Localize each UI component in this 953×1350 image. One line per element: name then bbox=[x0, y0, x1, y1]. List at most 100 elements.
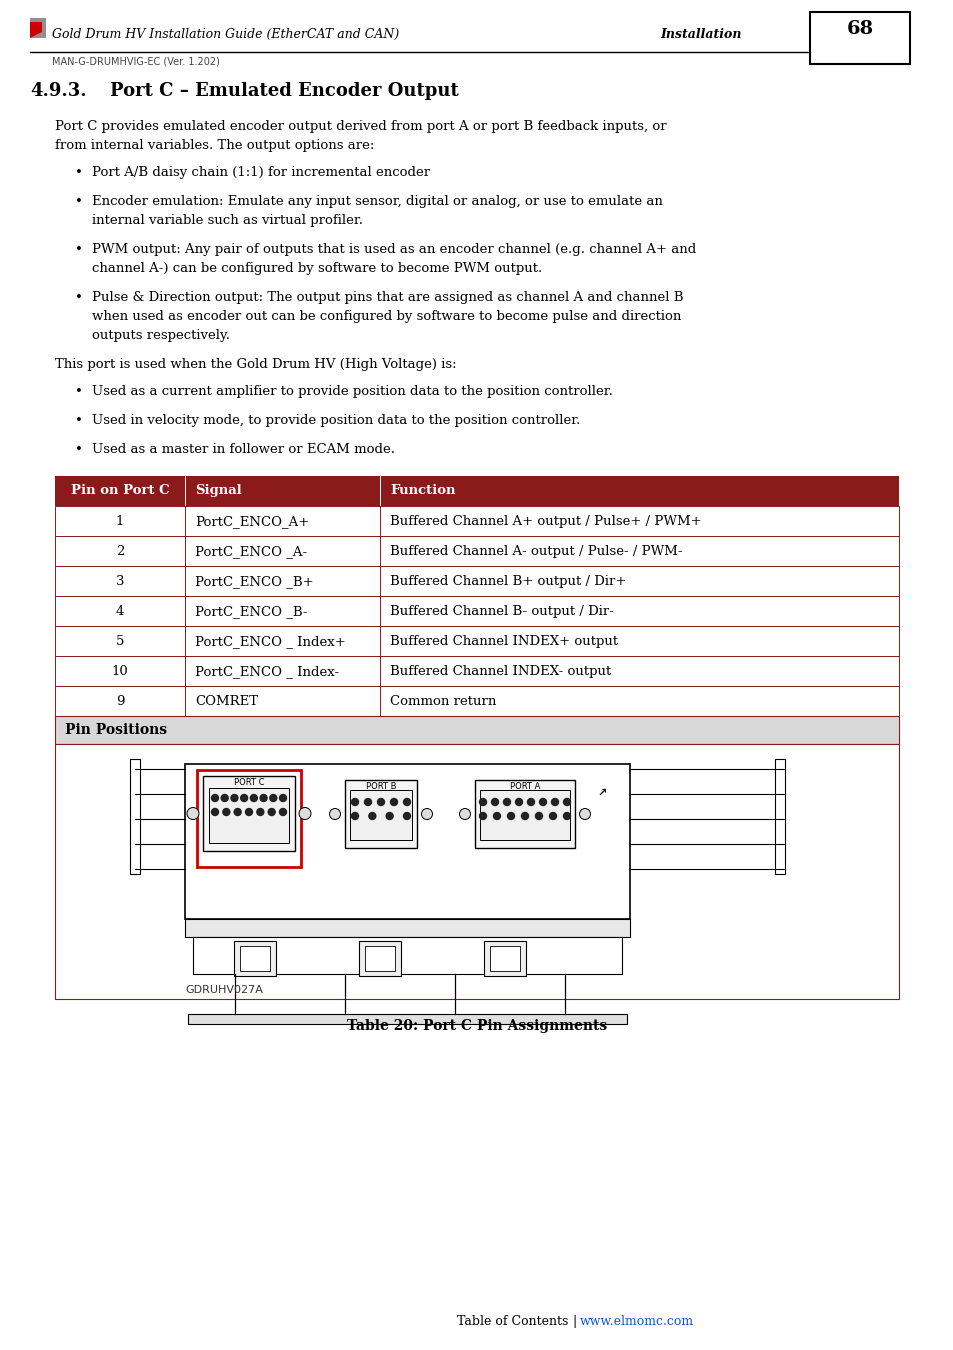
Circle shape bbox=[212, 795, 218, 802]
Circle shape bbox=[240, 795, 248, 802]
Text: from internal variables. The output options are:: from internal variables. The output opti… bbox=[55, 139, 374, 153]
Circle shape bbox=[364, 798, 371, 806]
Text: internal variable such as virtual profiler.: internal variable such as virtual profil… bbox=[91, 215, 363, 227]
Circle shape bbox=[245, 809, 253, 815]
Text: •: • bbox=[75, 166, 83, 180]
Text: Table 20: Port C Pin Assignments: Table 20: Port C Pin Assignments bbox=[347, 1019, 606, 1033]
Text: outputs respectively.: outputs respectively. bbox=[91, 329, 230, 342]
Circle shape bbox=[231, 795, 237, 802]
Circle shape bbox=[369, 813, 375, 819]
Text: PORT C: PORT C bbox=[233, 778, 264, 787]
Circle shape bbox=[329, 809, 340, 819]
Circle shape bbox=[479, 798, 486, 806]
Text: PortC_ENCO _A-: PortC_ENCO _A- bbox=[194, 545, 307, 558]
Bar bbox=[233, 941, 275, 976]
Circle shape bbox=[527, 798, 534, 806]
Bar bbox=[185, 919, 629, 937]
Text: •: • bbox=[75, 243, 83, 256]
Circle shape bbox=[250, 795, 257, 802]
Circle shape bbox=[351, 813, 358, 819]
Text: 2: 2 bbox=[115, 545, 124, 558]
Bar bbox=[809, 12, 909, 63]
Bar bbox=[774, 759, 784, 873]
Text: 3: 3 bbox=[115, 575, 124, 589]
Circle shape bbox=[421, 809, 432, 819]
Text: PortC_ENCO _ Index-: PortC_ENCO _ Index- bbox=[194, 666, 338, 678]
Text: Buffered Channel A+ output / Pulse+ / PWM+: Buffered Channel A+ output / Pulse+ / PW… bbox=[390, 514, 700, 528]
Text: Function: Function bbox=[390, 485, 455, 497]
Text: channel A-) can be configured by software to become PWM output.: channel A-) can be configured by softwar… bbox=[91, 262, 541, 275]
Bar bbox=[240, 946, 270, 971]
Bar bbox=[55, 536, 898, 566]
Bar bbox=[475, 780, 575, 848]
Text: Used in velocity mode, to provide position data to the position controller.: Used in velocity mode, to provide positi… bbox=[91, 414, 579, 427]
Bar bbox=[55, 477, 898, 506]
Circle shape bbox=[233, 809, 241, 815]
Text: when used as encoder out can be configured by software to become pulse and direc: when used as encoder out can be configur… bbox=[91, 310, 680, 323]
Text: PORT A: PORT A bbox=[509, 782, 539, 791]
Circle shape bbox=[270, 795, 276, 802]
Text: 1: 1 bbox=[115, 514, 124, 528]
Circle shape bbox=[377, 798, 384, 806]
Text: Table of Contents: Table of Contents bbox=[456, 1315, 567, 1328]
Text: www.elmomc.com: www.elmomc.com bbox=[579, 1315, 694, 1328]
Bar bbox=[55, 686, 898, 716]
Text: PortC_ENCO _B+: PortC_ENCO _B+ bbox=[194, 575, 314, 589]
Text: Gold Drum HV Installation Guide (EtherCAT and CAN): Gold Drum HV Installation Guide (EtherCA… bbox=[52, 28, 399, 40]
Circle shape bbox=[403, 798, 410, 806]
Circle shape bbox=[403, 813, 410, 819]
Bar bbox=[483, 941, 525, 976]
Text: PortC_ENCO _B-: PortC_ENCO _B- bbox=[194, 605, 307, 618]
Circle shape bbox=[260, 795, 267, 802]
Bar bbox=[55, 595, 898, 626]
Text: •: • bbox=[75, 443, 83, 456]
Text: Port C – Emulated Encoder Output: Port C – Emulated Encoder Output bbox=[110, 82, 458, 100]
Bar bbox=[358, 941, 400, 976]
Circle shape bbox=[256, 809, 264, 815]
Bar bbox=[350, 790, 412, 840]
Circle shape bbox=[551, 798, 558, 806]
Circle shape bbox=[268, 809, 274, 815]
Circle shape bbox=[279, 795, 286, 802]
Text: Common return: Common return bbox=[390, 695, 496, 707]
Bar bbox=[55, 656, 898, 686]
Polygon shape bbox=[30, 22, 42, 38]
Bar bbox=[55, 566, 898, 595]
Text: ↗: ↗ bbox=[597, 788, 606, 798]
Bar bbox=[203, 776, 294, 850]
Text: 5: 5 bbox=[115, 634, 124, 648]
Text: Buffered Channel B+ output / Dir+: Buffered Channel B+ output / Dir+ bbox=[390, 575, 626, 589]
Text: Pulse & Direction output: The output pins that are assigned as channel A and cha: Pulse & Direction output: The output pin… bbox=[91, 292, 682, 304]
Bar bbox=[490, 946, 519, 971]
Bar bbox=[188, 1014, 626, 1025]
Text: PortC_ENCO _ Index+: PortC_ENCO _ Index+ bbox=[194, 634, 345, 648]
Bar bbox=[55, 744, 898, 999]
Circle shape bbox=[491, 798, 498, 806]
Circle shape bbox=[521, 813, 528, 819]
Text: 10: 10 bbox=[112, 666, 129, 678]
Bar bbox=[55, 626, 898, 656]
Circle shape bbox=[221, 795, 228, 802]
Bar bbox=[209, 788, 289, 842]
Bar bbox=[55, 716, 898, 744]
Text: Port A/B daisy chain (1:1) for incremental encoder: Port A/B daisy chain (1:1) for increment… bbox=[91, 166, 430, 180]
Text: 68: 68 bbox=[845, 20, 873, 38]
Text: Buffered Channel A- output / Pulse- / PWM-: Buffered Channel A- output / Pulse- / PW… bbox=[390, 545, 681, 558]
Text: PortC_ENCO_A+: PortC_ENCO_A+ bbox=[194, 514, 309, 528]
Text: Signal: Signal bbox=[194, 485, 241, 497]
Text: 4.9.3.: 4.9.3. bbox=[30, 82, 87, 100]
Bar bbox=[196, 769, 301, 867]
Text: •: • bbox=[75, 292, 83, 304]
Bar bbox=[130, 759, 140, 873]
Text: Buffered Channel INDEX+ output: Buffered Channel INDEX+ output bbox=[390, 634, 618, 648]
Bar bbox=[365, 946, 395, 971]
Circle shape bbox=[515, 798, 522, 806]
Text: •: • bbox=[75, 194, 83, 208]
Circle shape bbox=[549, 813, 556, 819]
Bar bbox=[185, 764, 629, 919]
Bar bbox=[193, 937, 621, 973]
Text: This port is used when the Gold Drum HV (High Voltage) is:: This port is used when the Gold Drum HV … bbox=[55, 358, 456, 371]
Circle shape bbox=[459, 809, 470, 819]
Circle shape bbox=[507, 813, 514, 819]
Text: Pin Positions: Pin Positions bbox=[65, 724, 167, 737]
